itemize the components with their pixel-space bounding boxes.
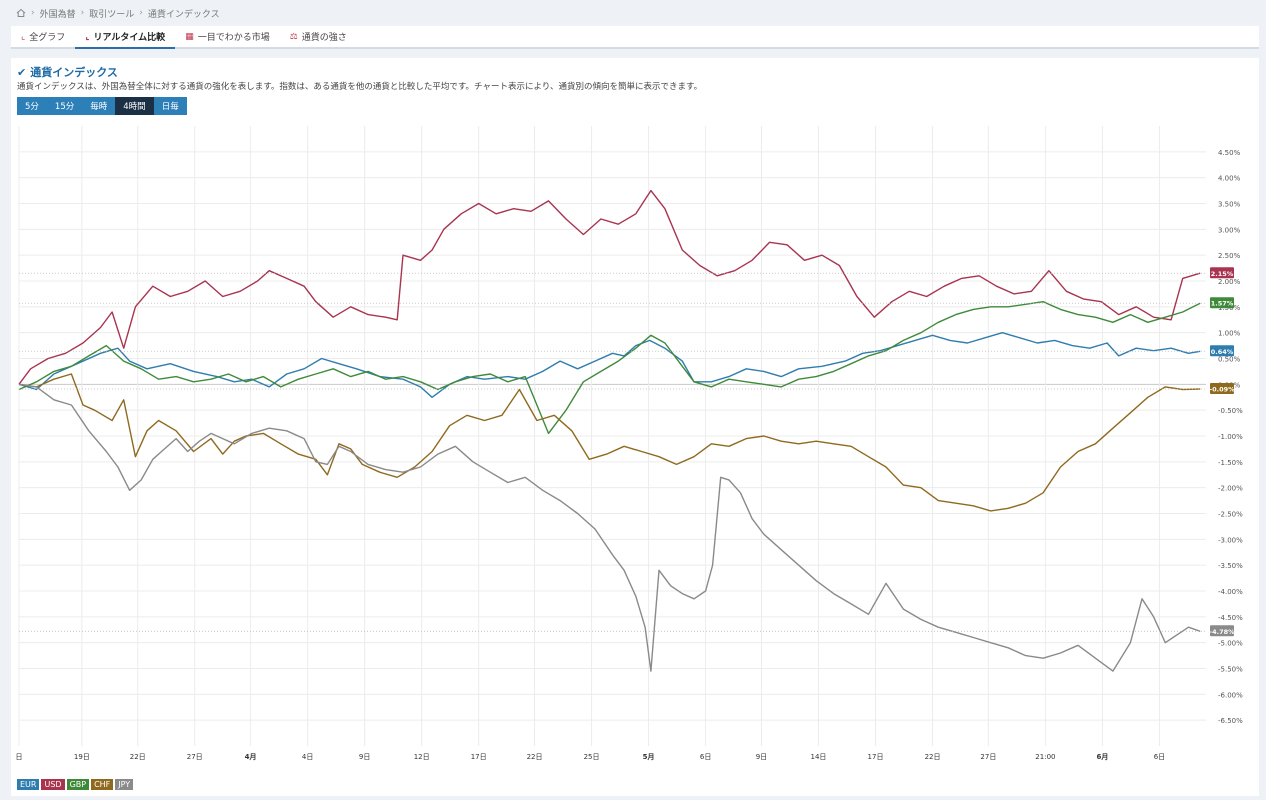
x-tick-label: 4月: [245, 753, 257, 761]
grid-icon: ▦: [185, 31, 194, 42]
tab-realtime-compare[interactable]: ⌞ リアルタイム比較: [75, 26, 176, 49]
y-tick-label: -5.00%: [1218, 640, 1243, 648]
x-tick-label: 25日: [584, 753, 600, 761]
legend-eur[interactable]: EUR: [17, 779, 40, 790]
y-tick-label: -1.00%: [1218, 433, 1243, 441]
x-tick-label: 12日: [414, 753, 430, 761]
y-tick-label: 2.50%: [1218, 252, 1241, 260]
y-tick-label: -4.50%: [1218, 614, 1243, 622]
x-tick-label: 6月: [1096, 753, 1108, 761]
x-tick-label: 9日: [359, 753, 370, 761]
timeframe-4h-button[interactable]: 4時間: [115, 97, 154, 115]
x-tick-label: 27日: [187, 753, 203, 761]
timeframe-hourly-button[interactable]: 毎時: [82, 97, 116, 115]
last-value-tag-chf: [1210, 382, 1234, 394]
last-value-label: -4.78%: [1209, 628, 1235, 636]
tab-label: リアルタイム比較: [93, 33, 166, 43]
home-icon[interactable]: [16, 8, 26, 18]
tab-label: 全グラフ: [29, 33, 66, 43]
strength-icon: ⚖: [289, 31, 298, 42]
x-tick-label: 14日: [811, 753, 827, 761]
breadcrumb-item-current: 通貨インデックス: [147, 9, 220, 20]
line-chart-icon: ⌞: [85, 31, 90, 42]
timeframe-daily-button[interactable]: 日毎: [153, 97, 187, 115]
tab-label: 一目でわかる市場: [197, 33, 270, 43]
last-value-label: 0.64%: [1211, 348, 1234, 356]
series-line-usd: [18, 189, 1201, 385]
chevron-right-icon: ›: [80, 8, 85, 18]
series-line-jpy: [18, 383, 1201, 672]
last-value-tag-gbp: [1210, 297, 1234, 309]
tab-all-charts[interactable]: ⌞ 全グラフ: [11, 26, 75, 47]
tab-label: 通貨の強さ: [301, 33, 347, 43]
x-tick-label: 27日: [980, 753, 996, 761]
last-value-label: 1.57%: [1211, 300, 1234, 308]
index-panel: ✔ 通貨インデックス 通貨インデックスは、外国為替全体に対する通貨の強化を表しま…: [11, 58, 1259, 796]
breadcrumb: › 外国為替 › 取引ツール › 通貨インデックス: [0, 0, 1266, 26]
tab-bar: ⌞ 全グラフ ⌞ リアルタイム比較 ▦ 一目でわかる市場 ⚖ 通貨の強さ: [11, 26, 1259, 49]
x-tick-label: 19日: [74, 753, 90, 761]
y-tick-label: -4.00%: [1218, 588, 1243, 596]
y-tick-label: -2.00%: [1218, 485, 1243, 493]
legend: EUR USD GBP CHF JPY: [17, 779, 134, 790]
last-value-tag-usd: [1210, 267, 1234, 279]
chevron-right-icon: ›: [139, 8, 143, 18]
y-tick-label: 4.50%: [1218, 149, 1241, 157]
x-tick-label: 9日: [756, 753, 767, 761]
x-tick-label: 5月: [643, 753, 655, 761]
currency-index-chart[interactable]: 4.50%4.00%3.50%3.00%2.50%2.00%1.50%1.00%…: [11, 118, 1259, 778]
y-tick-label: -5.50%: [1218, 666, 1243, 674]
x-tick-label: 21:00: [1035, 753, 1055, 761]
y-tick-label: -0.50%: [1218, 407, 1243, 415]
section-title-row: ✔ 通貨インデックス: [17, 64, 118, 80]
y-tick-label: 3.00%: [1218, 226, 1241, 234]
y-tick-label: 4.00%: [1218, 175, 1241, 183]
y-tick-label: -2.50%: [1218, 511, 1243, 519]
y-tick-label: -6.50%: [1218, 717, 1243, 725]
series-line-chf: [18, 373, 1201, 512]
series-line-gbp: [18, 301, 1201, 435]
check-icon: ✔: [17, 65, 27, 79]
y-tick-label: 2.00%: [1218, 278, 1241, 286]
legend-chf[interactable]: CHF: [91, 779, 114, 790]
x-tick-label: 22日: [130, 753, 146, 761]
breadcrumb-item-fx[interactable]: 外国為替: [39, 9, 76, 20]
series-line-eur: [18, 332, 1201, 398]
x-tick-label: 6日: [1154, 753, 1165, 761]
tab-market-overview[interactable]: ▦ 一目でわかる市場: [175, 26, 280, 47]
y-tick-label: -3.00%: [1218, 536, 1243, 544]
x-tick-label: 6日: [700, 753, 711, 761]
line-chart-icon: ⌞: [21, 31, 26, 42]
breadcrumb-item-tools[interactable]: 取引ツール: [89, 9, 135, 20]
timeframe-5m-button[interactable]: 5分: [17, 97, 47, 115]
y-tick-label: 1.00%: [1218, 330, 1241, 338]
tab-currency-strength[interactable]: ⚖ 通貨の強さ: [280, 26, 357, 47]
last-value-label: -0.09%: [1209, 385, 1235, 393]
y-tick-label: -3.50%: [1218, 562, 1243, 570]
x-tick-label: 17日: [471, 753, 487, 761]
legend-jpy[interactable]: JPY: [115, 779, 134, 790]
y-tick-label: -1.50%: [1218, 459, 1243, 467]
y-tick-label: -6.00%: [1218, 691, 1243, 699]
x-tick-label: 4日: [302, 753, 313, 761]
y-tick-label: 0.50%: [1218, 356, 1241, 364]
section-title: 通貨インデックス: [30, 66, 118, 79]
x-tick-label: 17日: [868, 753, 884, 761]
y-tick-label: 3.50%: [1218, 201, 1241, 209]
x-tick-label: 日: [16, 753, 23, 761]
last-value-tag-eur: [1210, 345, 1234, 357]
last-value-label: 2.15%: [1211, 270, 1234, 278]
timeframe-selector: 5分 15分 毎時 4時間 日毎: [17, 97, 187, 115]
chevron-right-icon: ›: [31, 8, 35, 18]
x-tick-label: 22日: [925, 753, 941, 761]
timeframe-15m-button[interactable]: 15分: [46, 97, 83, 115]
section-description: 通貨インデックスは、外国為替全体に対する通貨の強化を表します。指数は、ある通貨を…: [17, 82, 703, 92]
x-tick-label: 22日: [527, 753, 543, 761]
last-value-tag-jpy: [1210, 625, 1234, 637]
legend-gbp[interactable]: GBP: [66, 779, 90, 790]
legend-usd[interactable]: USD: [41, 779, 65, 790]
